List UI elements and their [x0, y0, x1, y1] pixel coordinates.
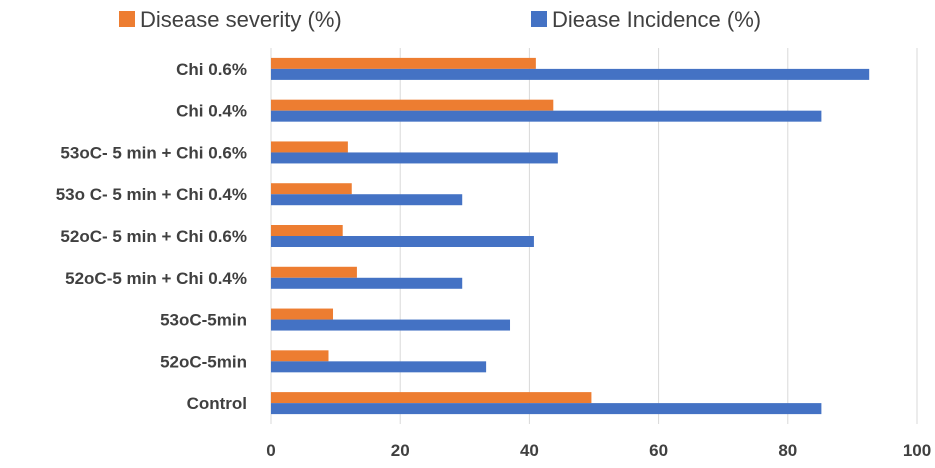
- x-tick-label-0: 0: [266, 441, 275, 460]
- bar-disease-incidence: [271, 236, 534, 247]
- category-label: 53oC- 5 min + Chi 0.6%: [60, 143, 247, 162]
- legend-swatch-disease-severity: [119, 11, 135, 27]
- category-label: 52oC-5min: [160, 352, 247, 371]
- bar-disease-severity: [271, 266, 357, 278]
- bar-disease-incidence: [271, 403, 822, 415]
- bar-disease-incidence: [271, 110, 822, 122]
- category-label: Chi 0.6%: [176, 60, 247, 79]
- x-tick-label-60: 60: [649, 441, 668, 460]
- bar-disease-severity: [271, 183, 352, 195]
- x-tick-label-20: 20: [391, 441, 410, 460]
- bar-disease-severity: [271, 350, 329, 362]
- legend-label-disease-severity: Disease severity (%): [140, 7, 342, 32]
- x-tick-label-40: 40: [520, 441, 539, 460]
- category-label: 52oC-5 min + Chi 0.4%: [65, 269, 247, 288]
- bar-disease-severity: [271, 225, 343, 236]
- category-label: 53oC-5min: [160, 311, 247, 330]
- x-tick-label-100: 100: [903, 441, 931, 460]
- bar-disease-severity: [271, 141, 348, 153]
- bar-disease-incidence: [271, 319, 511, 331]
- bars: [271, 57, 870, 415]
- legend-swatch-disease-incidence: [531, 11, 547, 27]
- bar-disease-incidence: [271, 68, 870, 80]
- x-tick-label-80: 80: [778, 441, 797, 460]
- bar-disease-incidence: [271, 277, 463, 289]
- bar-disease-incidence: [271, 361, 487, 373]
- bar-disease-severity: [271, 57, 536, 69]
- category-labels: Chi 0.6% Chi 0.4% 53oC- 5 min + Chi 0.6% 53…: [56, 60, 247, 413]
- legend: Disease severity (%) Diease Incidence (%…: [119, 7, 761, 32]
- x-axis-tick-labels: 0 20 40 60 80 100: [266, 441, 931, 460]
- bar-disease-severity: [271, 392, 592, 404]
- category-label: Control: [187, 394, 247, 413]
- bar-disease-severity: [271, 308, 334, 320]
- category-label: Chi 0.4%: [176, 102, 247, 121]
- category-label: 52oC- 5 min + Chi 0.6%: [60, 227, 247, 246]
- bar-disease-incidence: [271, 194, 463, 206]
- bar-disease-incidence: [271, 152, 558, 164]
- category-label: 53o C- 5 min + Chi 0.4%: [56, 185, 247, 204]
- legend-label-disease-incidence: Diease Incidence (%): [552, 7, 761, 32]
- bar-disease-severity: [271, 99, 554, 111]
